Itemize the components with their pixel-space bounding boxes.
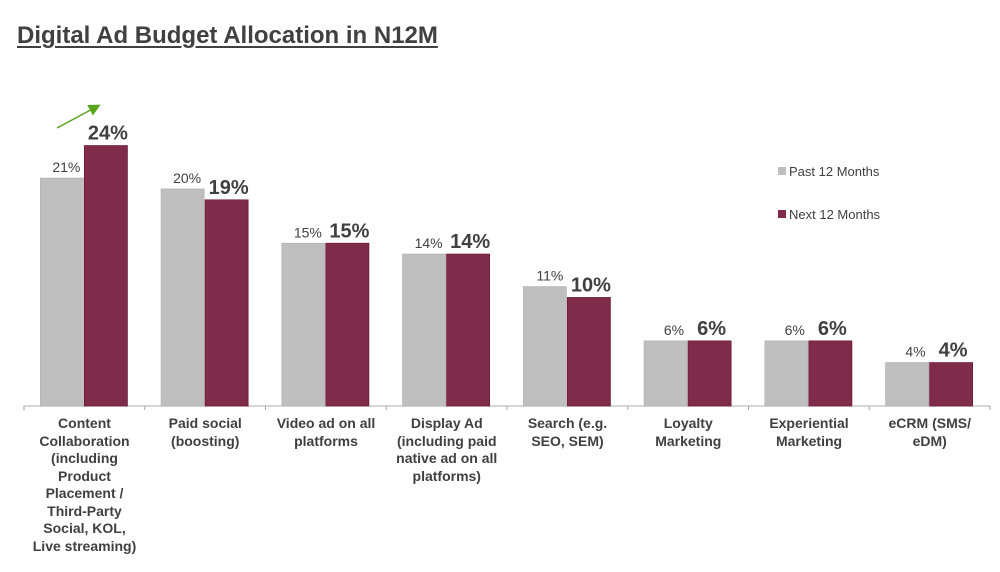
- category-label-line: eDM): [912, 432, 947, 449]
- data-label-past: 6%: [664, 322, 684, 338]
- data-label-past: 21%: [52, 159, 80, 175]
- category-label-line: native ad on all: [396, 450, 498, 466]
- growth-arrow-icon: [56, 104, 101, 129]
- bar-next-12-months: [566, 297, 611, 407]
- category-label-line: Marketing: [655, 432, 722, 449]
- legend-item-next: Next 12 Months: [778, 205, 880, 223]
- data-label-next: 4%: [939, 340, 968, 362]
- bar-next-12-months: [83, 145, 128, 407]
- data-label-past: 15%: [294, 224, 322, 240]
- bar-past-12-months: [281, 242, 326, 407]
- category-label-line: Display Ad: [410, 415, 483, 431]
- data-label-past: 6%: [785, 322, 805, 338]
- bar-next-12-months: [929, 362, 974, 407]
- data-label-past: 4%: [905, 344, 925, 360]
- category-label: Video ad on all platforms: [266, 415, 387, 450]
- category-label: Loyalty Marketing: [628, 415, 749, 450]
- data-label-next: 6%: [697, 318, 726, 340]
- data-label-past: 11%: [536, 268, 563, 284]
- bar-past-12-months: [160, 188, 205, 407]
- category-label-line: platforms: [294, 432, 358, 449]
- category-label-line: (including: [51, 450, 118, 466]
- category-label-line: Experiential: [769, 415, 849, 431]
- bar-past-12-months: [764, 340, 809, 407]
- data-label-next: 6%: [818, 318, 847, 340]
- category-label: eCRM (SMS/eDM): [869, 415, 990, 450]
- data-label-next: 10%: [571, 275, 611, 297]
- category-label-line: Marketing: [775, 432, 843, 449]
- chart-title: Digital Ad Budget Allocation in N12M: [17, 22, 438, 49]
- legend-swatch-past: [778, 167, 786, 175]
- bar-next-12-months: [204, 199, 249, 407]
- category-label: Display Ad (including paid native ad on al…: [386, 415, 507, 485]
- category-label: Paid social (boosting): [145, 415, 266, 450]
- bar-past-12-months: [39, 177, 84, 407]
- category-label-line: Video ad on all: [276, 415, 376, 431]
- bar-past-12-months: [402, 253, 447, 407]
- category-label: Search (e.g. SEO, SEM): [507, 415, 628, 450]
- bar-past-12-months: [643, 340, 688, 407]
- legend-item-past: Past 12 Months: [778, 162, 880, 180]
- category-label-line: Live streaming): [32, 537, 137, 554]
- category-label-line: Search (e.g.: [527, 415, 608, 431]
- category-label-line: eCRM (SMS/: [888, 415, 971, 431]
- bar-next-12-months: [325, 242, 370, 407]
- data-label-past: 14%: [415, 235, 443, 251]
- data-label-next: 24%: [88, 123, 128, 145]
- bar-past-12-months: [885, 362, 930, 407]
- category-label-line: Product: [58, 467, 111, 484]
- bar-past-12-months: [522, 286, 567, 407]
- category-label: Content Collaboration (including Product Pla…: [24, 415, 145, 555]
- category-label-line: Loyalty: [663, 415, 713, 431]
- legend: Past 12 Months Next 12 Months: [778, 162, 880, 248]
- legend-swatch-next: [778, 210, 786, 218]
- data-label-next: 19%: [209, 177, 249, 199]
- category-label: Experiential Marketing: [749, 415, 870, 450]
- category-label-line: Content: [58, 415, 111, 431]
- category-label-line: Collaboration: [39, 432, 130, 449]
- data-label-next: 14%: [450, 231, 490, 253]
- category-label-line: SEO, SEM): [531, 432, 604, 449]
- category-label-line: (including paid: [396, 432, 497, 449]
- category-label-line: Placement /: [45, 485, 124, 501]
- bar-next-12-months: [808, 340, 853, 407]
- category-label-line: platforms): [412, 467, 481, 484]
- bar-next-12-months: [687, 340, 732, 407]
- data-label-past: 20%: [173, 170, 201, 186]
- legend-label-past: Past 12 Months: [789, 163, 880, 179]
- bar-next-12-months: [446, 253, 491, 407]
- category-label-line: (boosting): [171, 432, 240, 449]
- data-label-next: 15%: [329, 220, 369, 242]
- category-label-line: Social, KOL,: [43, 520, 126, 536]
- legend-label-next: Next 12 Months: [789, 206, 881, 222]
- category-label-line: Paid social: [168, 415, 242, 431]
- category-label-line: Third-Party: [47, 502, 122, 519]
